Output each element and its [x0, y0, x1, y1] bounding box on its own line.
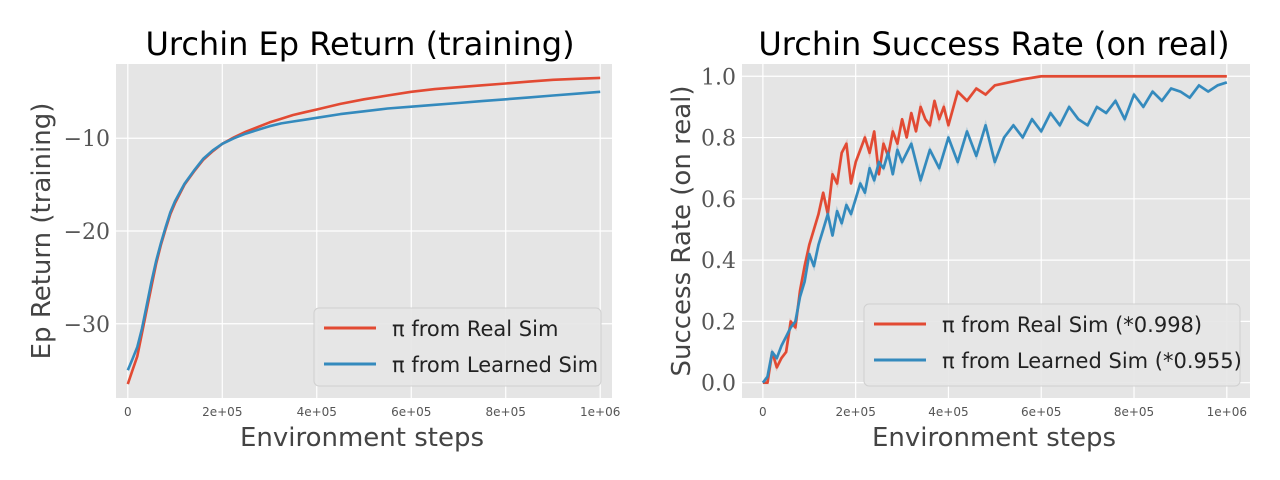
x-tick-label: 2e+05 [202, 405, 242, 419]
chart-title: Urchin Ep Return (training) [145, 25, 574, 63]
y-axis-label: Ep Return (training) [27, 103, 57, 360]
y-tick-label: 0.2 [701, 310, 736, 335]
legend: π from Real Sim π from Learned Sim [313, 307, 602, 387]
legend-label-0: π from Real Sim [392, 317, 558, 341]
x-axis-label: Environment steps [872, 423, 1116, 453]
x-tick-label: 0 [759, 405, 767, 419]
x-tick-label: 4e+05 [297, 405, 337, 419]
legend-box [313, 307, 602, 387]
series-line-1 [126, 90, 601, 371]
chart-ep-return: 0 2e+05 4e+05 6e+05 8e+05 1e+06 −30 −20 −10 Urchi… [27, 25, 620, 453]
legend-label-0: π from Real Sim (*0.998) [942, 313, 1202, 337]
x-tick-label: 8e+05 [1114, 405, 1154, 419]
y-tick-label: −20 [64, 220, 110, 245]
x-tick-label: 8e+05 [486, 405, 526, 419]
chart-title: Urchin Success Rate (on real) [758, 25, 1229, 63]
y-tick-label: −30 [64, 313, 110, 338]
x-tick-label: 6e+05 [391, 405, 431, 419]
x-tick-label: 1e+06 [1207, 405, 1247, 419]
y-tick-label: −10 [64, 127, 110, 152]
x-tick-label: 1e+06 [580, 405, 620, 419]
x-tick-label: 4e+05 [928, 405, 968, 419]
x-tick-label: 2e+05 [835, 405, 875, 419]
y-tick-label: 0.0 [701, 372, 736, 397]
legend-label-1: π from Learned Sim [392, 353, 598, 377]
y-tick-label: 0.8 [701, 127, 736, 152]
chart-success-rate: 0 2e+05 4e+05 6e+05 8e+05 1e+06 0.0 0.2 0.4 0.6 0.… [667, 25, 1250, 453]
x-tick-label: 6e+05 [1021, 405, 1061, 419]
legend-label-1: π from Learned Sim (*0.955) [942, 349, 1242, 373]
legend-box [863, 303, 1241, 387]
y-tick-label: 0.4 [701, 249, 736, 274]
y-axis-label: Success Rate (on real) [667, 85, 697, 376]
x-tick-label: 0 [124, 405, 132, 419]
series-line-0 [762, 75, 1227, 385]
x-axis-label: Environment steps [240, 423, 484, 453]
y-tick-label: 1.0 [701, 65, 736, 90]
series-line-1 [761, 81, 1228, 384]
y-tick-label: 0.6 [701, 188, 736, 213]
legend: π from Real Sim (*0.998) π from Learned S… [863, 303, 1242, 387]
